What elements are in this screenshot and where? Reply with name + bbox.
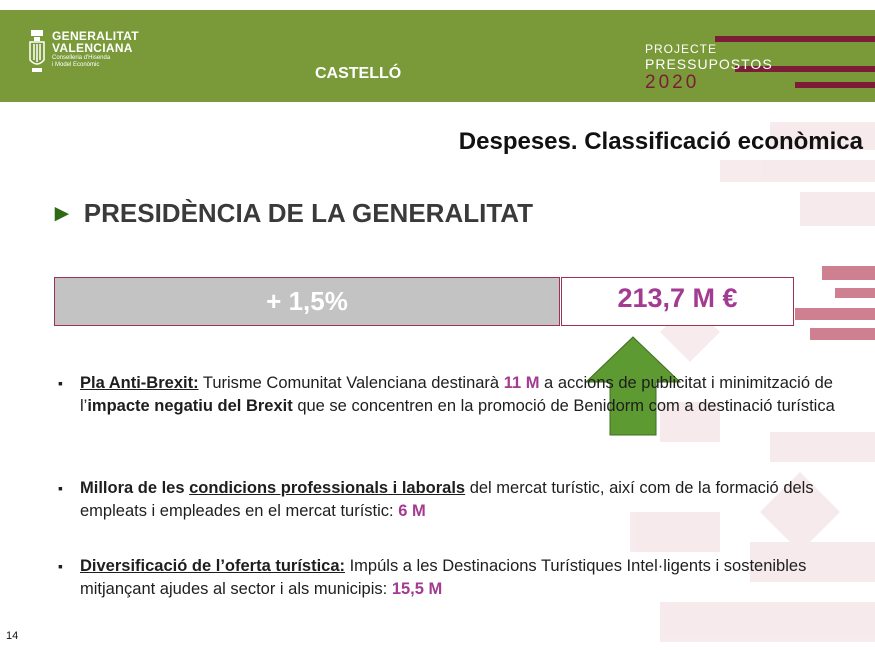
year-line: 2020 bbox=[645, 72, 700, 93]
projecte-pressupostos-logo: PROJECTE PRESSUPOSTOS 2020 bbox=[645, 32, 875, 102]
bullet-pla-anti-brexit: ▪ Pla Anti-Brexit: Turisme Comunitat Val… bbox=[58, 372, 848, 418]
bullet-highlight-amount: 15,5 M bbox=[391, 580, 443, 598]
percent-change-box: + 1,5% bbox=[54, 277, 560, 326]
logo-line-3: Conselleria d'Hisenda bbox=[52, 55, 111, 61]
triangle-bullet-icon: ► bbox=[50, 199, 74, 227]
logo-line-1: GENERALITAT bbox=[52, 29, 139, 43]
square-bullet-icon: ▪ bbox=[58, 375, 63, 391]
bullet-highlight-amount: 11 M bbox=[503, 374, 540, 392]
bullet-title: Diversificació de l’oferta turística: bbox=[80, 557, 346, 575]
logo-line-4: i Model Econòmic bbox=[52, 62, 100, 68]
percent-change-value: + 1,5% bbox=[266, 286, 348, 316]
header-bar: GENERALITAT VALENCIANA Conselleria d'His… bbox=[0, 10, 875, 102]
bullet-text: Impúls a les Destinacions Turístiques In… bbox=[80, 557, 807, 598]
decorative-pattern bbox=[630, 122, 875, 642]
bullet-text: a accions de publicitat i minimització d… bbox=[80, 374, 833, 415]
bullet-text: que se concentren en la promoció de Beni… bbox=[292, 397, 835, 415]
slide-title: Despeses. Classificació econòmica bbox=[458, 128, 863, 155]
city-label: CASTELLÓ bbox=[315, 65, 402, 82]
page-number: 14 bbox=[6, 630, 19, 642]
bullet-bold-text: impacte negatiu del Brexit bbox=[87, 397, 293, 415]
bullet-title: condicions professionals i laborals bbox=[189, 479, 466, 497]
amount-box: 213,7 M € bbox=[561, 277, 794, 326]
bullet-text: Turisme Comunitat Valenciana destinarà bbox=[198, 374, 504, 392]
amount-value: 213,7 M € bbox=[617, 283, 738, 313]
pressupostos-line: PRESSUPOSTOS bbox=[645, 56, 773, 72]
projecte-line: PROJECTE bbox=[645, 42, 718, 56]
coat-of-arms-icon bbox=[29, 30, 45, 72]
bullet-text: del mercat turístic, així com de la form… bbox=[80, 479, 814, 520]
bullet-highlight-amount: 6 M bbox=[398, 502, 426, 520]
top-strip bbox=[0, 0, 875, 10]
square-bullet-icon: ▪ bbox=[58, 558, 63, 574]
up-arrow-icon bbox=[585, 336, 681, 436]
section-title: ► PRESIDÈNCIA DE LA GENERALITAT bbox=[50, 198, 533, 229]
bullet-diversificacio-oferta: ▪ Diversificació de l’oferta turística: … bbox=[58, 555, 848, 601]
square-bullet-icon: ▪ bbox=[58, 480, 63, 496]
bullet-millora-condicions: ▪ Millora de les condicions professional… bbox=[58, 477, 848, 523]
bullet-bold-text: Millora de les bbox=[80, 479, 190, 497]
section-title-text: PRESIDÈNCIA DE LA GENERALITAT bbox=[83, 198, 534, 228]
bullet-title: Pla Anti-Brexit: bbox=[80, 374, 199, 392]
logo-line-2: VALENCIANA bbox=[52, 41, 133, 55]
generalitat-logo: GENERALITAT VALENCIANA Conselleria d'His… bbox=[28, 30, 139, 74]
